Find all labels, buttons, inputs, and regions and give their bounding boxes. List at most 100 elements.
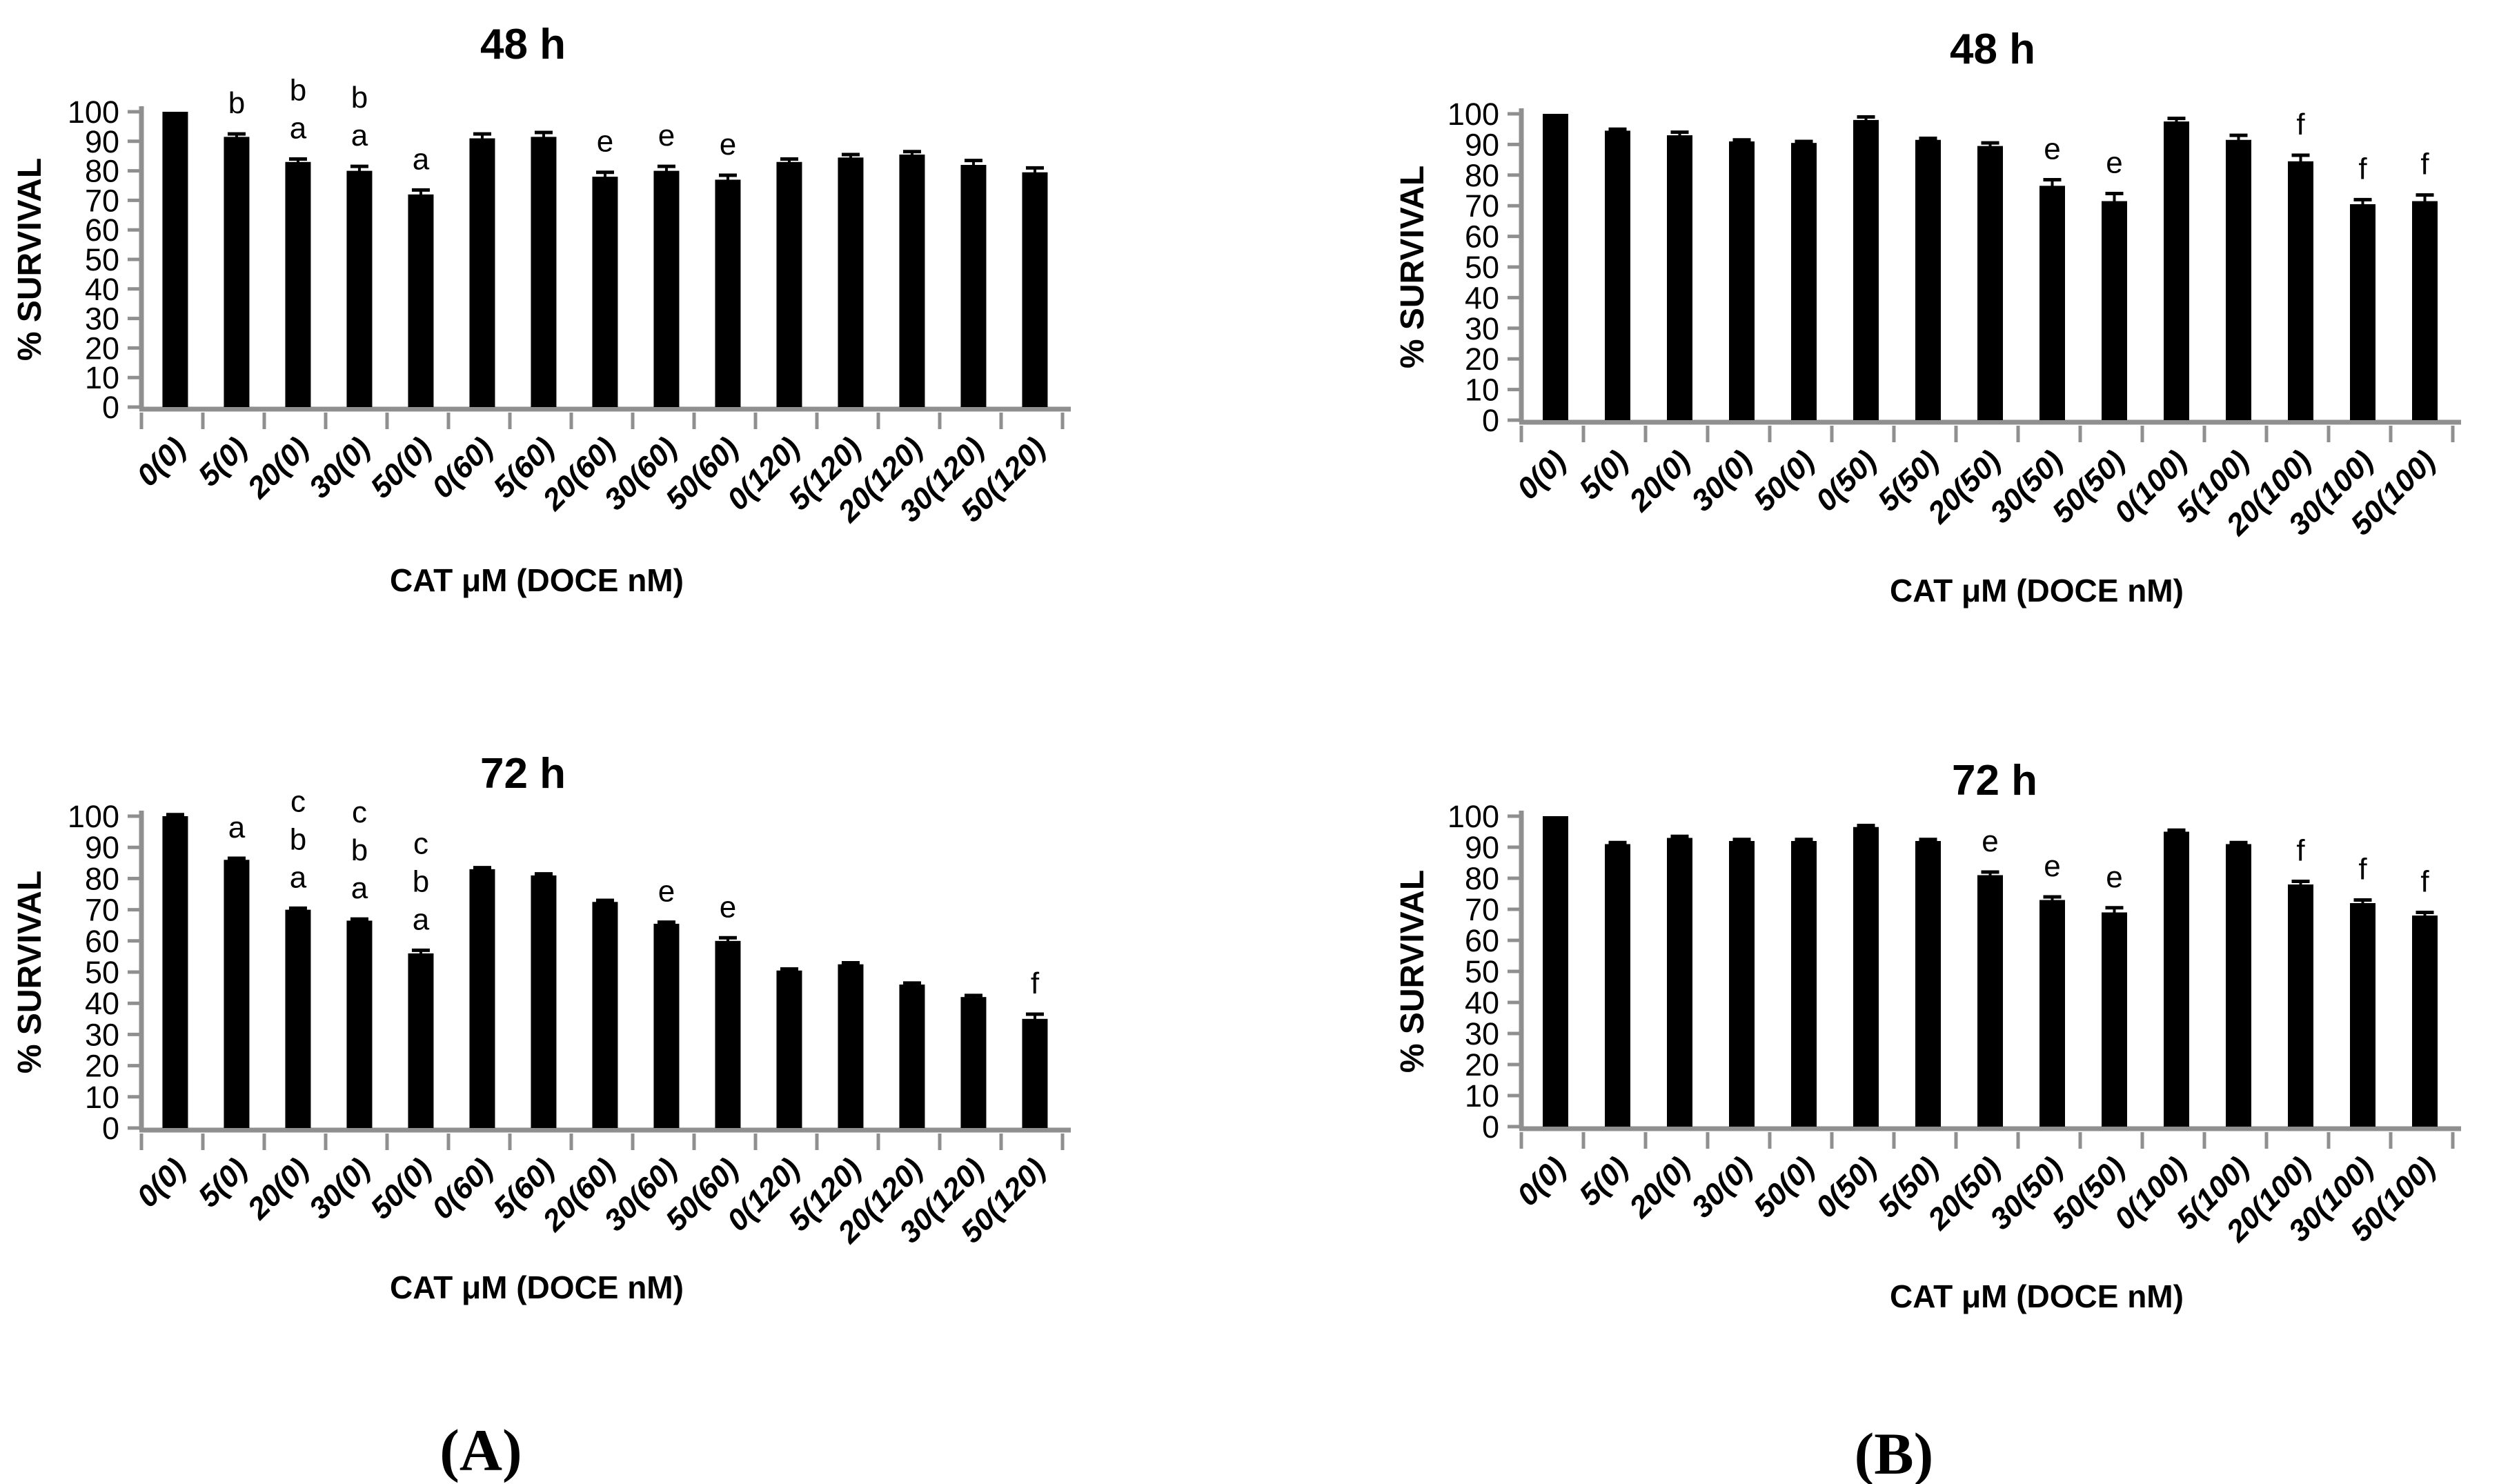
y-tick-label: 30 (85, 301, 119, 337)
bar-30(0) (346, 170, 373, 407)
y-axis-label-48h-A: % SURVIVAL (12, 158, 48, 361)
y-tick-label: 40 (85, 272, 119, 307)
significance-letter: b (290, 73, 306, 107)
y-tick-label: 70 (1465, 188, 1499, 224)
y-tick-label: 100 (1448, 799, 1499, 834)
bar-5(0) (224, 137, 250, 407)
y-tick-label: 40 (1465, 280, 1499, 315)
panel-caption-B: (B) (1855, 1421, 1934, 1484)
bar-0(50) (1853, 827, 1879, 1127)
bar-50(100) (2412, 916, 2438, 1127)
y-tick-label: 70 (85, 893, 119, 928)
significance-letter: e (658, 875, 675, 909)
bar-20(0) (285, 909, 311, 1128)
significance-letter: f (2358, 152, 2367, 186)
y-tick-label: 100 (68, 95, 119, 130)
bar-5(60) (531, 137, 557, 407)
bar-0(0) (1543, 114, 1568, 420)
chart-title-72h-A: 72 h (480, 750, 566, 798)
y-tick-label: 90 (1465, 830, 1499, 865)
y-tick-label: 90 (85, 830, 119, 865)
bar-30(100) (2350, 204, 2375, 420)
bar-20(60) (592, 177, 618, 407)
y-tick-label: 40 (85, 986, 119, 1021)
bar-0(0) (1543, 816, 1568, 1127)
y-tick-label: 0 (1482, 1109, 1499, 1145)
significance-letter: f (2420, 865, 2429, 899)
bar-30(50) (2039, 900, 2065, 1127)
y-tick-label: 90 (1465, 127, 1499, 162)
significance-letter: e (2044, 132, 2060, 166)
bar-5(100) (2226, 844, 2251, 1127)
bar-0(0) (162, 112, 188, 407)
bar-20(120) (899, 985, 925, 1128)
bar-0(100) (2164, 831, 2189, 1127)
bar-20(100) (2288, 161, 2313, 420)
y-tick-label: 50 (85, 955, 119, 990)
bar-0(100) (2164, 121, 2189, 420)
bar-20(0) (1667, 838, 1692, 1127)
bar-30(50) (2039, 186, 2065, 420)
y-tick-label: 90 (85, 124, 119, 159)
significance-letter: b (290, 822, 306, 856)
significance-letter: b (413, 864, 429, 898)
significance-letter: a (413, 142, 430, 176)
bar-20(0) (1667, 135, 1692, 420)
y-tick-label: 10 (85, 360, 119, 395)
y-tick-label: 80 (85, 861, 119, 896)
y-tick-label: 0 (102, 1111, 119, 1146)
bar-5(50) (1915, 139, 1941, 421)
bar-30(100) (2350, 903, 2375, 1127)
bar-30(60) (653, 170, 680, 407)
y-tick-label: 20 (1465, 342, 1499, 377)
y-tick-label: 10 (1465, 1078, 1499, 1114)
bar-50(100) (2412, 201, 2438, 420)
y-tick-label: 60 (85, 212, 119, 248)
y-tick-label: 50 (1465, 250, 1499, 285)
bar-20(100) (2288, 884, 2313, 1127)
bar-50(0) (1791, 143, 1817, 420)
bar-20(60) (592, 902, 618, 1128)
significance-letter: b (351, 81, 368, 115)
y-tick-label: 80 (85, 154, 119, 189)
bar-30(0) (346, 920, 373, 1128)
y-tick-label: 30 (85, 1017, 119, 1052)
bar-5(120) (838, 964, 864, 1128)
bar-5(0) (1605, 844, 1630, 1127)
y-tick-label: 30 (1465, 311, 1499, 346)
y-tick-label: 50 (85, 242, 119, 277)
y-tick-label: 40 (1465, 985, 1499, 1020)
bar-0(50) (1853, 119, 1879, 420)
y-axis-label-72h-A: % SURVIVAL (12, 871, 48, 1074)
bar-50(50) (2102, 912, 2127, 1127)
significance-letter: a (290, 111, 307, 145)
significance-letter: b (351, 833, 368, 867)
bar-20(0) (285, 161, 311, 407)
significance-letter: a (351, 119, 368, 152)
significance-letter: a (290, 860, 307, 894)
significance-letter: c (413, 827, 428, 860)
bar-50(120) (1022, 1018, 1048, 1128)
bar-0(120) (776, 161, 802, 407)
bar-30(60) (653, 923, 680, 1128)
y-tick-label: 80 (1465, 861, 1499, 896)
significance-letter: e (2106, 146, 2122, 179)
bar-0(120) (776, 970, 802, 1128)
significance-letter: f (2296, 108, 2305, 141)
significance-letter: a (413, 902, 430, 936)
y-tick-label: 10 (85, 1080, 119, 1115)
bar-50(0) (408, 953, 434, 1128)
bar-0(60) (469, 138, 495, 407)
significance-letter: e (658, 119, 675, 152)
significance-letter: e (2044, 849, 2060, 883)
bar-0(0) (162, 816, 188, 1128)
bar-30(120) (960, 997, 987, 1128)
bar-50(60) (715, 179, 741, 407)
significance-letter: a (228, 811, 246, 844)
x-axis-label-48h-B: CAT μM (DOCE nM) (1890, 573, 2184, 609)
bar-5(100) (2226, 139, 2251, 421)
bar-50(50) (2102, 201, 2127, 420)
